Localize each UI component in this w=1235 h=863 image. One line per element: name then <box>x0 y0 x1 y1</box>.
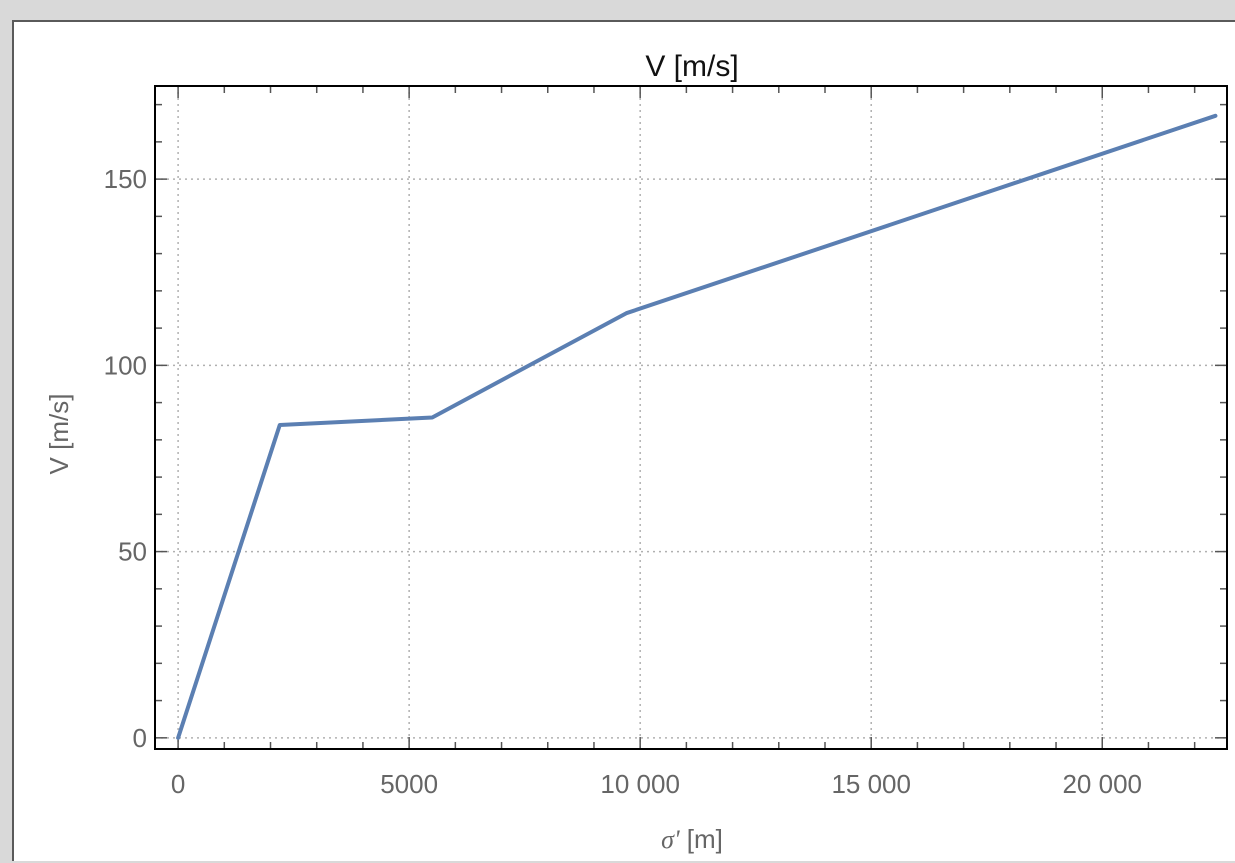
x-tick-label: 0 <box>171 769 185 799</box>
chart-frame: V [m/s] 0 5000 10 000 15 000 20 000 0 50 100 15… <box>12 20 1235 861</box>
x-tick-label: 5000 <box>380 769 438 799</box>
y-tick-label: 150 <box>104 164 147 194</box>
grid-lines <box>155 86 1227 749</box>
y-tick-label: 100 <box>104 350 147 380</box>
x-axis-unit: [m] <box>680 824 723 854</box>
x-axis-symbol: σ' <box>661 825 680 854</box>
y-tick-labels: 0 50 100 150 <box>104 164 147 753</box>
x-tick-label: 10 000 <box>600 769 680 799</box>
line-chart: V [m/s] 0 5000 10 000 15 000 20 000 0 50 100 15… <box>14 22 1235 863</box>
series-line <box>178 116 1215 738</box>
x-tick-labels: 0 5000 10 000 15 000 20 000 <box>171 769 1142 799</box>
chart-title: V [m/s] <box>645 50 738 83</box>
y-tick-label: 50 <box>118 537 147 567</box>
y-axis-title: V [m/s] <box>44 394 74 475</box>
plot-border <box>155 86 1227 749</box>
x-tick-label: 15 000 <box>831 769 911 799</box>
minor-ticks <box>155 86 1227 749</box>
y-tick-label: 0 <box>133 723 147 753</box>
x-tick-label: 20 000 <box>1062 769 1142 799</box>
x-axis-title: σ' [m] <box>661 824 723 854</box>
series-layer <box>178 116 1215 738</box>
